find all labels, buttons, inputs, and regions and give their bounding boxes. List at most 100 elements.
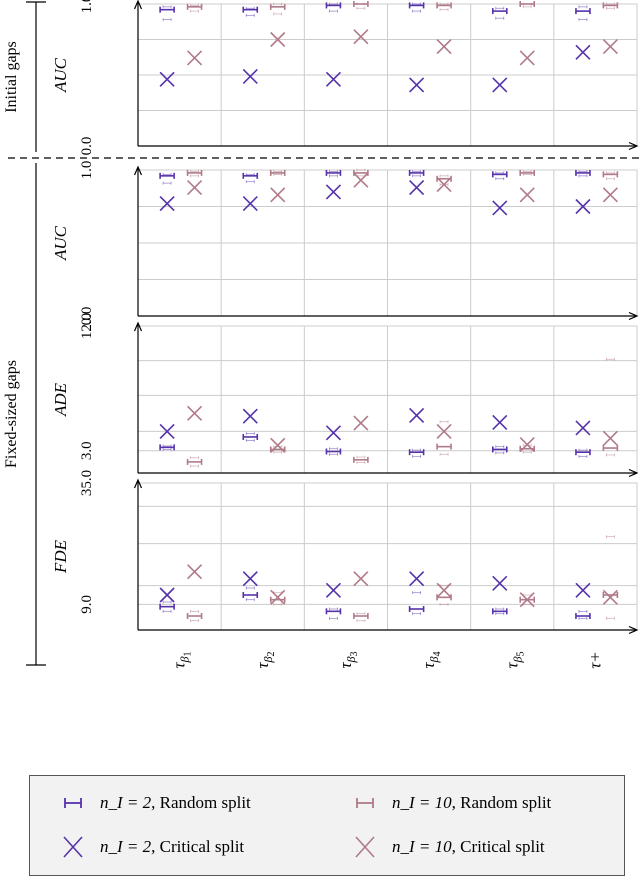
marker-n2-random (325, 447, 342, 456)
marker-n10-critical (436, 39, 452, 55)
cross-stroke (519, 50, 535, 66)
marker-n2-random (242, 586, 259, 602)
marker-n10-critical (353, 172, 369, 188)
legend-cross-stroke (355, 836, 375, 858)
y-tick-label: 1.0 (79, 161, 95, 180)
legend-item-n2-critical: n_I = 2, Critical split (56, 836, 244, 858)
marker-n2-random (242, 172, 259, 184)
marker-n10-critical (270, 187, 286, 203)
cross-stroke (409, 179, 425, 196)
marker-n2-random (491, 607, 508, 616)
x-axis-arrow (628, 625, 639, 635)
y-axis-arrow (133, 0, 143, 10)
x-tick-label: τβ1 (170, 651, 194, 668)
marker-n2-random (242, 431, 259, 442)
cross-stroke (575, 198, 591, 215)
cross-stroke (159, 423, 175, 439)
marker-n10-random (186, 169, 203, 178)
cross-stroke (492, 575, 508, 591)
x-axis-arrow (628, 468, 639, 478)
cross-stroke (602, 589, 618, 605)
y-axis-label: ADE (51, 382, 70, 417)
marker-n2-critical (575, 582, 591, 598)
legend-text: , Random split (151, 793, 251, 812)
marker-n2-critical (492, 414, 508, 430)
marker-n2-random (575, 448, 591, 458)
marker-n10-critical (519, 50, 535, 66)
marker-n10-critical (519, 437, 535, 453)
marker-n2-random (159, 444, 175, 451)
panel-auc-1: 0.0 1.0 AUC (51, 161, 639, 325)
x-category-labels: τβ1 τβ2 τβ3 τβ4 τβ5 τ+ (170, 651, 605, 669)
y-tick-label: 35.0 (79, 470, 95, 496)
marker-n10-random (186, 3, 203, 13)
marker-n2-critical (159, 587, 175, 603)
marker-n10-random (602, 357, 619, 457)
marker-n10-critical (186, 179, 203, 196)
cross-stroke (186, 564, 203, 580)
cross-stroke (436, 582, 452, 598)
cross-stroke (325, 582, 342, 598)
legend-cross-stroke (63, 836, 83, 858)
marker-n2-critical (575, 198, 591, 215)
marker-n2-critical (492, 200, 508, 216)
marker-n2-critical (242, 68, 258, 84)
marker-n10-critical (436, 177, 452, 193)
marker-n2-critical (159, 423, 175, 439)
cross-stroke (353, 571, 369, 587)
cross-stroke (436, 39, 452, 55)
marker-n10-random (519, 169, 536, 176)
marker-n10-random (186, 609, 203, 623)
legend: n_I = 2 , Random split n_I = 10, Random s… (29, 775, 625, 876)
cross-stroke (575, 420, 591, 436)
x-axis-arrow (628, 311, 639, 321)
cross-stroke (159, 196, 175, 212)
marker-n2-critical (409, 77, 425, 93)
marker-n10-critical (602, 430, 618, 446)
marker-n10-critical (270, 589, 286, 605)
marker-n2-random (408, 2, 425, 13)
legend-math: n_I = 2 (100, 837, 152, 856)
marker-n2-random (575, 169, 591, 178)
marker-n10-critical (519, 592, 535, 608)
cross-stroke (602, 187, 618, 203)
cross-stroke (519, 437, 535, 453)
marker-n10-random (353, 455, 369, 465)
marker-n10-critical (353, 415, 369, 431)
marker-n2-critical (325, 425, 342, 441)
cross-stroke (575, 44, 591, 60)
cross-marker-icon (63, 836, 83, 858)
legend-text: , Critical split (151, 837, 245, 856)
cross-stroke (242, 408, 258, 424)
marker-n2-random (325, 607, 342, 620)
marker-n2-critical (492, 77, 508, 93)
marker-n2-random (408, 448, 425, 458)
cross-stroke (242, 571, 258, 587)
marker-n2-critical (325, 184, 342, 200)
marker-n10-critical (186, 564, 203, 580)
marker-n2-random (491, 6, 508, 20)
marker-n10-critical (353, 29, 369, 45)
marker-n2-critical (409, 407, 425, 424)
marker-n10-random (519, 1, 536, 9)
marker-n2-random (491, 171, 508, 181)
cross-stroke (602, 39, 618, 55)
cross-stroke (353, 415, 369, 431)
cross-stroke (409, 571, 425, 587)
cross-stroke (436, 177, 452, 193)
y-axis-arrow (133, 165, 143, 176)
x-tick-label: τβ5 (502, 651, 526, 668)
marker-n10-random (353, 1, 369, 10)
marker-n2-critical (409, 571, 425, 587)
marker-n10-random (436, 420, 452, 456)
marker-n2-random (325, 169, 342, 178)
cross-stroke (353, 172, 369, 188)
legend-item-n10-random: n_I = 10, Random split (348, 792, 551, 814)
cross-stroke (159, 587, 175, 603)
cross-stroke (353, 29, 369, 45)
marker-n10-critical (519, 187, 535, 203)
marker-n10-critical (602, 187, 618, 203)
x-tick-label: τβ3 (336, 651, 360, 668)
cross-stroke (242, 196, 258, 212)
